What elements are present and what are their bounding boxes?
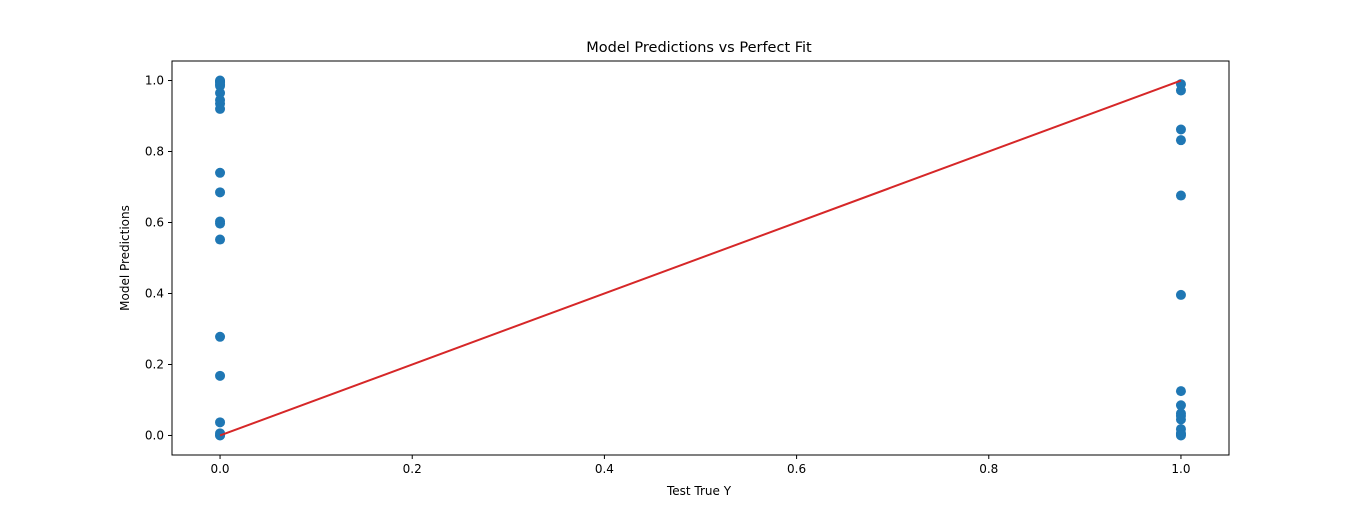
- data-point: [215, 370, 226, 381]
- x-tick-label: 0.4: [595, 462, 614, 476]
- data-point: [215, 417, 226, 428]
- data-point: [1175, 386, 1186, 397]
- x-axis-label: Test True Y: [666, 484, 732, 498]
- plot-frame: [171, 60, 1230, 456]
- chart-title: Model Predictions vs Perfect Fit: [586, 40, 812, 56]
- data-point: [215, 87, 226, 98]
- data-point: [1175, 400, 1186, 411]
- data-point: [215, 80, 226, 91]
- y-axis-label: Model Predictions: [118, 205, 132, 311]
- data-point: [1175, 85, 1186, 96]
- data-point: [215, 167, 226, 178]
- data-point: [1175, 135, 1186, 146]
- y-tick-label: 0.0: [145, 428, 164, 442]
- y-tick-label: 0.2: [145, 357, 164, 371]
- x-tick-label: 0.8: [979, 462, 998, 476]
- x-tick-label: 0.0: [210, 462, 229, 476]
- plot-area: 0.0 0.2 0.4 0.6 0.8 1.0 0.0 0.2 0.4 0.6 0.8 1.0: [145, 60, 1230, 476]
- y-tick-label: 0.8: [145, 145, 164, 159]
- x-tick-label: 0.2: [403, 462, 422, 476]
- data-point: [215, 103, 226, 114]
- y-tick-label: 0.6: [145, 216, 164, 230]
- data-point: [1175, 124, 1186, 135]
- y-tick-label: 0.4: [145, 286, 164, 300]
- data-point: [1175, 430, 1186, 441]
- data-point: [215, 234, 226, 245]
- data-point: [215, 218, 226, 229]
- data-point: [1175, 289, 1186, 300]
- data-point: [1175, 414, 1186, 425]
- perfect-fit-line: [219, 79, 1182, 437]
- data-point: [215, 187, 226, 198]
- data-point: [215, 331, 226, 342]
- y-tick-label: 1.0: [145, 74, 164, 88]
- x-tick-label: 1.0: [1171, 462, 1190, 476]
- x-tick-label: 0.6: [787, 462, 806, 476]
- data-point: [1175, 190, 1186, 201]
